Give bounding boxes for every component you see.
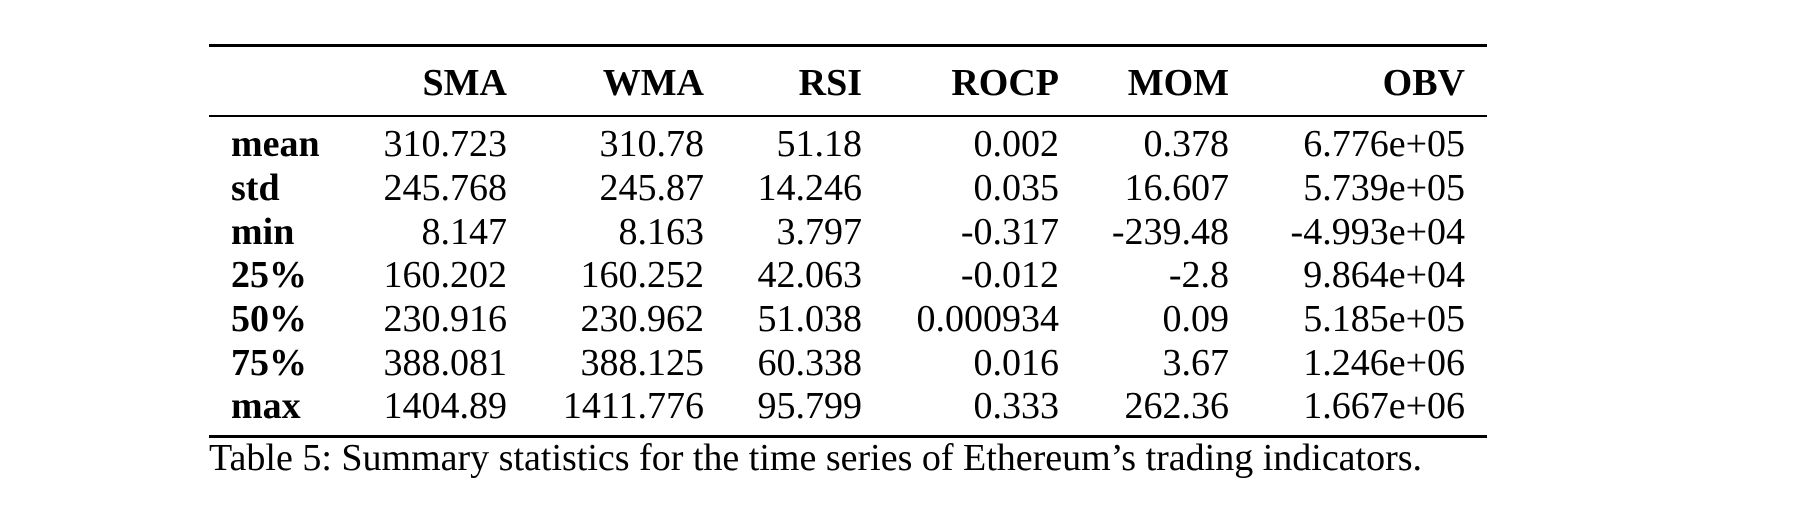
header-rsi: RSI [798, 61, 862, 104]
table-header-rule [209, 115, 1487, 117]
header-wma: WMA [602, 61, 704, 104]
table-cell: 160.202 [383, 254, 508, 297]
row-label: mean [231, 123, 320, 166]
table-cell: 230.916 [383, 298, 508, 341]
table-bottom-rule [209, 434, 1487, 438]
table-cell: 0.378 [1143, 123, 1230, 166]
table-row: 25% 160.202 160.252 42.063 -0.012 -2.8 9.864e+… [209, 254, 1487, 298]
table-cell: 8.163 [618, 210, 705, 253]
table-cell: 230.962 [580, 298, 705, 341]
row-label: 50% [231, 298, 307, 341]
table-top-rule [209, 44, 1487, 47]
table-cell: 262.36 [1124, 385, 1230, 428]
stats-table: SMA WMA RSI ROCP MOM OBV [209, 47, 1487, 115]
table-cell: 9.864e+04 [1303, 254, 1465, 297]
table-cell: 310.723 [383, 123, 508, 166]
table-cell: 0.035 [973, 167, 1060, 210]
table-cell: 5.739e+05 [1303, 167, 1465, 210]
table-row: 50% 230.916 230.962 51.038 0.000934 0.09 5.185… [209, 298, 1487, 342]
table-cell: 160.252 [580, 254, 705, 297]
table-row: min 8.147 8.163 3.797 -0.317 -239.48 -4.993e+0… [209, 210, 1487, 254]
table-cell: 1.667e+06 [1303, 385, 1465, 428]
table-cell: 388.081 [383, 341, 508, 384]
table-cell: 245.768 [383, 167, 508, 210]
table-cell: 0.002 [973, 123, 1060, 166]
table-row: std 245.768 245.87 14.246 0.035 16.607 5.739e+… [209, 167, 1487, 211]
table-cell: 6.776e+05 [1303, 123, 1465, 166]
table-cell: -239.48 [1111, 210, 1229, 253]
table-cell: 1.246e+06 [1303, 341, 1465, 384]
stats-table-body: mean 310.723 310.78 51.18 0.002 0.378 6.776e+0… [209, 117, 1487, 435]
table-cell: 0.000934 [916, 298, 1060, 341]
table-cell: 0.09 [1162, 298, 1230, 341]
row-label: 75% [231, 341, 307, 384]
summary-statistics-table: SMA WMA RSI ROCP MOM OBV mean 310.723 310.… [209, 44, 1487, 438]
header-corner [209, 47, 359, 115]
table-cell: 0.016 [973, 341, 1060, 384]
table-cell: 51.18 [776, 123, 863, 166]
table-cell: 0.333 [973, 385, 1060, 428]
table-cell: 5.185e+05 [1303, 298, 1465, 341]
table-row: mean 310.723 310.78 51.18 0.002 0.378 6.776e+0… [209, 117, 1487, 167]
table-caption: Table 5: Summary statistics for the time… [209, 437, 1423, 479]
table-cell: 3.67 [1162, 341, 1230, 384]
table-cell: 42.063 [757, 254, 863, 297]
table-row: max 1404.89 1411.776 95.799 0.333 262.36 1.667… [209, 385, 1487, 435]
table-cell: 1411.776 [562, 385, 704, 428]
row-label: 25% [231, 254, 307, 297]
row-label: std [231, 167, 280, 210]
table-cell: 310.78 [599, 123, 705, 166]
header-obv: OBV [1382, 61, 1465, 104]
header-mom: MOM [1127, 61, 1229, 104]
header-rocp: ROCP [951, 61, 1059, 104]
row-label: max [231, 385, 301, 428]
table-cell: -0.012 [960, 254, 1059, 297]
table-cell: 1404.89 [383, 385, 508, 428]
table-cell: 8.147 [421, 210, 508, 253]
table-cell: 14.246 [757, 167, 863, 210]
table-cell: 388.125 [580, 341, 705, 384]
table-row: 75% 388.081 388.125 60.338 0.016 3.67 1.246e+0… [209, 341, 1487, 385]
header-sma: SMA [422, 61, 507, 104]
table-cell: 95.799 [757, 385, 863, 428]
table-cell: -0.317 [960, 210, 1059, 253]
table-cell: -4.993e+04 [1290, 210, 1465, 253]
table-cell: 51.038 [757, 298, 863, 341]
row-label: min [231, 210, 295, 253]
table-cell: 60.338 [757, 341, 863, 384]
table-cell: 3.797 [776, 210, 863, 253]
table-cell: 16.607 [1124, 167, 1230, 210]
header-row: SMA WMA RSI ROCP MOM OBV [209, 47, 1487, 115]
table-cell: -2.8 [1168, 254, 1229, 297]
table-cell: 245.87 [599, 167, 705, 210]
